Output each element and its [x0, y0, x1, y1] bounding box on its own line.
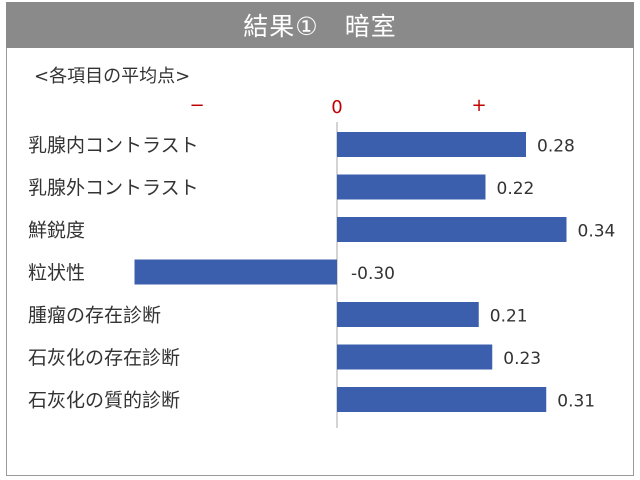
category-label: 石灰化の存在診断: [28, 347, 180, 369]
category-label: 鮮鋭度: [28, 220, 85, 242]
plus-sign: +: [471, 95, 486, 116]
chart-subtitle: <各項目の平均点>: [34, 66, 191, 87]
bar: [337, 217, 567, 242]
category-label: 腫瘤の存在診断: [28, 305, 161, 327]
category-label: 乳腺内コントラスト: [28, 135, 199, 157]
minus-sign: −: [189, 95, 204, 116]
bar: [337, 344, 493, 370]
bar: [337, 174, 486, 200]
data-label: 0.21: [490, 307, 528, 327]
page-title: 結果① 暗室: [6, 2, 634, 48]
bars-group: 乳腺内コントラスト 0.28 乳腺外コントラスト 0.22 鮮鋭度 0.34 粒状性 -0.3…: [28, 132, 615, 412]
data-label: -0.30: [351, 264, 395, 284]
zero-label: 0: [331, 97, 342, 118]
data-label: 0.31: [557, 392, 595, 412]
category-label: 乳腺外コントラスト: [28, 177, 199, 199]
category-label: 粒状性: [28, 262, 85, 284]
data-label: 0.23: [503, 349, 541, 369]
data-label: 0.22: [497, 179, 535, 199]
data-label: 0.28: [537, 137, 575, 157]
bar: [134, 259, 337, 285]
bar: [337, 132, 526, 157]
bar: [337, 302, 479, 327]
category-label: 石灰化の質的診断: [28, 390, 180, 412]
bar: [337, 387, 547, 412]
data-label: 0.34: [578, 222, 616, 242]
